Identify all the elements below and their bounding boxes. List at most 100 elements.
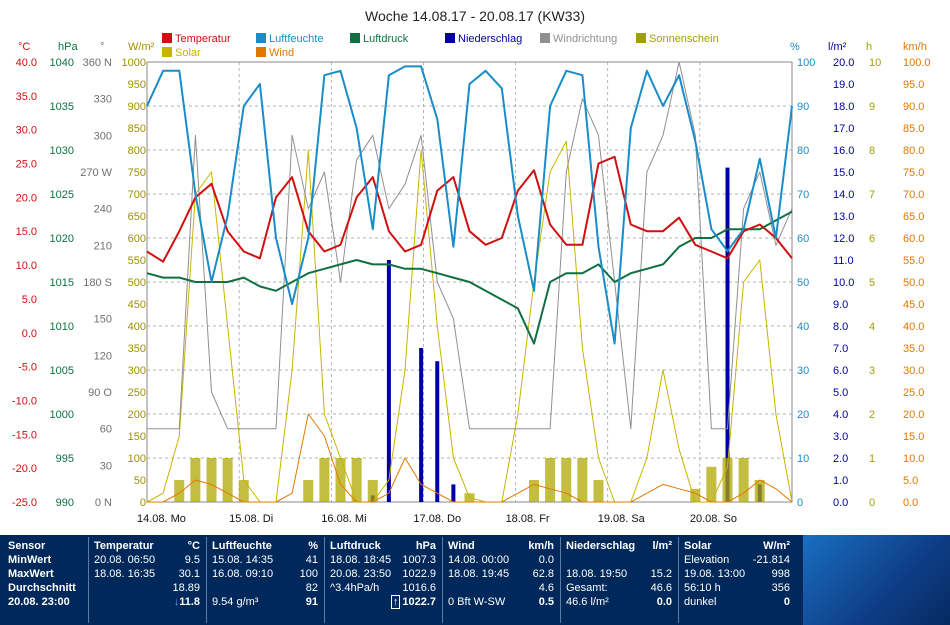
axis-5-tick: 5.0 [833, 387, 848, 399]
press-min-time: 18.08. 18:45 [330, 554, 392, 566]
solar-unit: W/m² [763, 540, 790, 552]
x-label-0: 14.08. Mo [137, 513, 186, 525]
axis-1-tick: 990 [56, 497, 74, 509]
solar-dark: dunkel [684, 596, 717, 608]
desktop-background [803, 535, 950, 625]
axis-7-tick: 5.0 [903, 475, 918, 487]
rain-total: 46.6 [650, 582, 672, 594]
axis-3-tick: 500 [128, 277, 146, 289]
axis-4-tick: 90 [797, 101, 809, 113]
axis-5-tick: 3.0 [833, 431, 848, 443]
solar-max-val: 998 [771, 568, 790, 580]
axis-5-tick: 11.0 [833, 255, 854, 267]
axis-6-tick: 4 [869, 321, 875, 333]
x-label-5: 19.08. Sa [598, 513, 646, 525]
temp-current: ↓11.8 [174, 595, 200, 609]
bar-sonnenschein [206, 458, 217, 502]
press-max-val: 1022.9 [402, 568, 436, 580]
axis-unit-2: ° [100, 41, 104, 53]
summary-table: Sensor MinWert MaxWert Durchschnitt 20.0… [0, 535, 803, 625]
axis-3-tick: 350 [128, 343, 146, 355]
axis-6-tick: 1 [869, 453, 875, 465]
axis-0-tick: 15.0 [16, 226, 37, 238]
axis-0-tick: 40.0 [16, 57, 37, 69]
trend-up-icon: ↑ [390, 595, 401, 609]
bar-sonnenschein [577, 458, 588, 502]
wind-avg: 4.6 [538, 582, 554, 594]
wind-max-val: 62.8 [532, 568, 554, 580]
axis-6-tick: 10 [869, 57, 881, 69]
axis-5-tick: 10.0 [833, 277, 854, 289]
line-temperatur [146, 155, 793, 263]
axis-0-tick: 25.0 [16, 159, 37, 171]
axis-0-tick: 10.0 [16, 260, 37, 272]
axis-3-tick: 550 [128, 255, 146, 267]
axis-4-tick: 30 [797, 365, 809, 377]
axis-5-tick: 19.0 [833, 79, 854, 91]
axis-2-tick: 60 [100, 424, 112, 436]
press-avg: 1016.6 [402, 582, 436, 594]
bar-sonnenschein [706, 466, 717, 502]
rain-current: 0.0 [656, 596, 672, 608]
axis-5-tick: 18.0 [833, 101, 854, 113]
line-solar [146, 140, 793, 503]
bar-sonnenschein [738, 458, 749, 502]
axis-7-tick: 35.0 [903, 343, 924, 355]
axis-2-tick: 210 [94, 240, 112, 252]
row-label-avg: Durchschnitt [8, 582, 76, 594]
axis-0-tick: -5.0 [18, 362, 37, 374]
wind-current: 0.5 [538, 596, 554, 608]
press-current: ↑ 1022.7 [390, 595, 436, 609]
wind-unit: km/h [528, 540, 554, 552]
axis-3-tick: 600 [128, 233, 146, 245]
axis-7-tick: 20.0 [903, 409, 924, 421]
axis-7-tick: 10.0 [903, 453, 924, 465]
axis-2-tick: 300 [94, 130, 112, 142]
axis-5-tick: 12.0 [833, 233, 854, 245]
row-label-min: MinWert [8, 554, 52, 566]
axis-3-tick: 650 [128, 211, 146, 223]
axis-0-tick: -20.0 [12, 463, 37, 475]
axis-6-tick: 3 [869, 365, 875, 377]
hum-max-val: 100 [299, 568, 318, 580]
axis-7-tick: 45.0 [903, 299, 924, 311]
legend-swatch-3 [445, 33, 455, 43]
axis-3-tick: 150 [128, 431, 146, 443]
hum-unit: % [308, 540, 318, 552]
axis-unit-6: h [866, 41, 872, 53]
axis-3-tick: 200 [128, 409, 146, 421]
weather-chart: Woche 14.08.17 - 20.08.17 (KW33) Tempera… [12, 8, 931, 525]
axis-7-tick: 0.0 [903, 497, 918, 509]
wind-dir: 0 Bft W-SW [448, 596, 506, 608]
axis-2-tick: 90 O [88, 387, 112, 399]
axis-1-tick: 1040 [50, 57, 74, 69]
press-min-val: 1007.3 [402, 554, 436, 566]
legend-label-7: Wind [269, 47, 294, 59]
bar-sonnenschein [722, 458, 733, 502]
axis-3-tick: 100 [128, 453, 146, 465]
axis-3-tick: 750 [128, 167, 146, 179]
legend-label-6: Solar [175, 47, 201, 59]
axis-3-tick: 300 [128, 365, 146, 377]
axis-4-tick: 60 [797, 233, 809, 245]
axis-5-tick: 13.0 [833, 211, 854, 223]
axis-6-tick: 6 [869, 233, 875, 245]
axis-7-tick: 70.0 [903, 189, 924, 201]
hum-min-val: 41 [305, 554, 318, 566]
row-label-max: MaxWert [8, 568, 54, 580]
plot-series [146, 61, 793, 503]
axis-5-tick: 1.0 [833, 475, 848, 487]
axis-2-tick: 180 S [83, 277, 112, 289]
bar-sonnenschein [545, 458, 556, 502]
axis-5-tick: 15.0 [833, 167, 854, 179]
bar-sonnenschein [351, 458, 362, 502]
bar-niederschlag [451, 484, 456, 502]
axis-0-tick: 35.0 [16, 91, 37, 103]
bar-sonnenschein [238, 480, 249, 502]
bar-sonnenschein [561, 458, 572, 502]
axis-4-tick: 70 [797, 189, 809, 201]
col-solar: Solar W/m² Elevation -21.814 19.08. 13:0… [684, 539, 792, 623]
axis-unit-3: W/m² [128, 41, 155, 53]
axis-5-tick: 16.0 [833, 145, 854, 157]
bar-sonnenschein [319, 458, 330, 502]
